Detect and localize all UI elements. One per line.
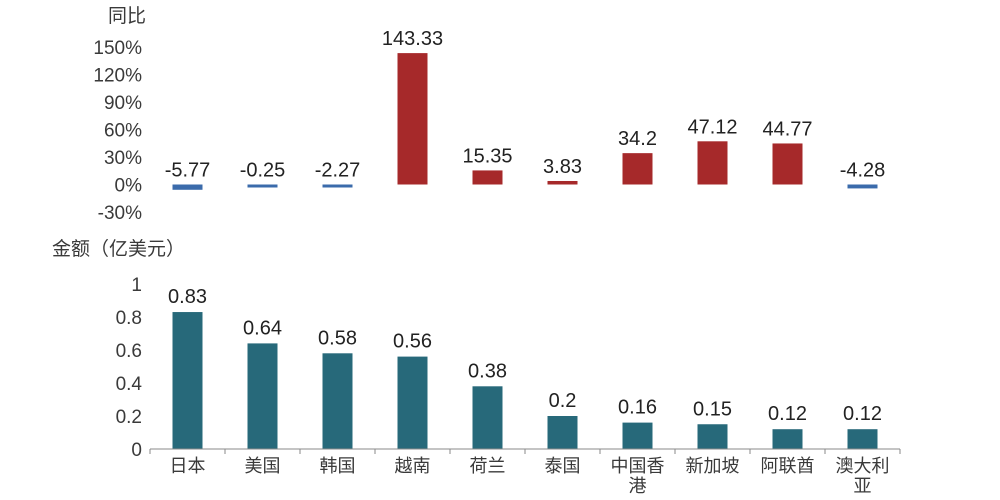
bottom-y-tick-label: 1 [131,275,142,296]
yoy-bar [547,180,578,185]
yoy-data-label: 44.77 [762,118,812,140]
top-y-tick-label: 60% [104,121,142,142]
yoy-data-label: -2.27 [315,160,361,182]
amount-bar [622,422,653,449]
amount-data-label: 0.12 [768,403,807,425]
amount-data-label: 0.16 [618,397,657,419]
x-category-label: 阿联酋 [761,456,815,476]
x-category-label: 新加坡 [686,456,740,476]
yoy-panel: 同比 -30% 0% 30% 60% 90% 120% 150% -5.77 -0.25 -2.… [93,5,885,224]
yoy-data-label: 34.2 [618,128,657,150]
amount-bar [397,356,428,449]
amount-data-label: 0.38 [468,360,507,382]
bottom-y-tick-label: 0.6 [116,341,142,362]
amount-data-label: 0.58 [318,327,357,349]
amount-bar [847,429,878,449]
yoy-data-label: -4.28 [840,160,886,182]
x-category-label: 日本 [170,456,206,476]
yoy-bar [172,184,203,190]
bottom-y-axis-label: 金额（亿美元） [52,238,185,260]
amount-bar [772,429,803,449]
yoy-bar [472,170,503,185]
top-y-tick-label: -30% [98,203,142,224]
top-y-axis-label: 同比 [108,5,146,27]
x-category-label: 美国 [245,456,281,476]
top-y-tick-label: 30% [104,148,142,169]
yoy-bar [697,141,728,185]
yoy-bar [247,184,278,188]
x-category-label: 越南 [395,456,431,476]
top-y-tick-label: 0% [115,176,143,197]
amount-panel: 金额（亿美元） 00.20.40.60.81 0.830.64 0.58 0.560… [52,238,901,496]
amount-data-label: 0.12 [843,403,882,425]
yoy-data-label: 47.12 [687,116,737,138]
yoy-data-label: -5.77 [165,160,211,182]
amount-data-label: 0.83 [168,286,207,308]
bottom-y-ticks: 0 0.2 0.4 0.6 0.8 1 [116,275,143,461]
x-tick-marks [149,449,901,454]
top-y-tick-label: 150% [93,38,142,59]
bottom-y-tick-label: 0.8 [116,308,142,329]
amount-bar [697,424,728,449]
amount-bar [322,353,353,449]
top-data-labels: -5.77 -0.25 -2.27 143.33 15.35 3.83 34.2 47.12 4… [165,28,886,181]
bottom-data-labels: 0.83 0.64 0.58 0.56 0.38 0.2 0.16 0.15 0.12 0.12 [168,286,882,425]
amount-bar [547,416,578,449]
bottom-y-tick-label: 0.4 [116,374,143,395]
yoy-data-label: 143.33 [382,28,443,50]
yoy-data-label: 15.35 [462,145,512,167]
x-category-label: 荷兰 [470,456,506,476]
x-category-labels: 日本 美国 韩国 越南 荷兰 泰国 中国香港 新加坡 阿联酋 澳大利亚 [170,456,890,496]
amount-data-label: 0.2 [549,390,577,412]
amount-data-label: 0.64 [243,317,282,339]
amount-bar [172,312,203,449]
bottom-y-tick-label: 0.2 [116,407,142,428]
bottom-bars [172,312,878,449]
top-bars [172,53,878,190]
yoy-bar [397,53,428,185]
top-y-tick-label: 120% [93,66,142,87]
yoy-data-label: 3.83 [543,156,582,178]
amount-data-label: 0.56 [393,331,432,353]
x-category-label: 中国香港 [611,456,665,496]
yoy-data-label: -0.25 [240,160,286,182]
yoy-bar [847,184,878,189]
yoy-bar [622,153,653,185]
x-category-label: 澳大利亚 [836,456,890,496]
yoy-bar [772,143,803,185]
amount-bar [472,386,503,449]
yoy-bar [322,184,353,188]
top-y-tick-label: 90% [104,93,142,114]
x-category-label: 泰国 [545,456,581,476]
amount-data-label: 0.15 [693,398,732,420]
amount-bar [247,343,278,449]
x-category-label: 韩国 [320,456,356,476]
top-y-ticks: -30% 0% 30% 60% 90% 120% 150% [93,38,142,224]
bottom-y-tick-label: 0 [131,440,142,461]
